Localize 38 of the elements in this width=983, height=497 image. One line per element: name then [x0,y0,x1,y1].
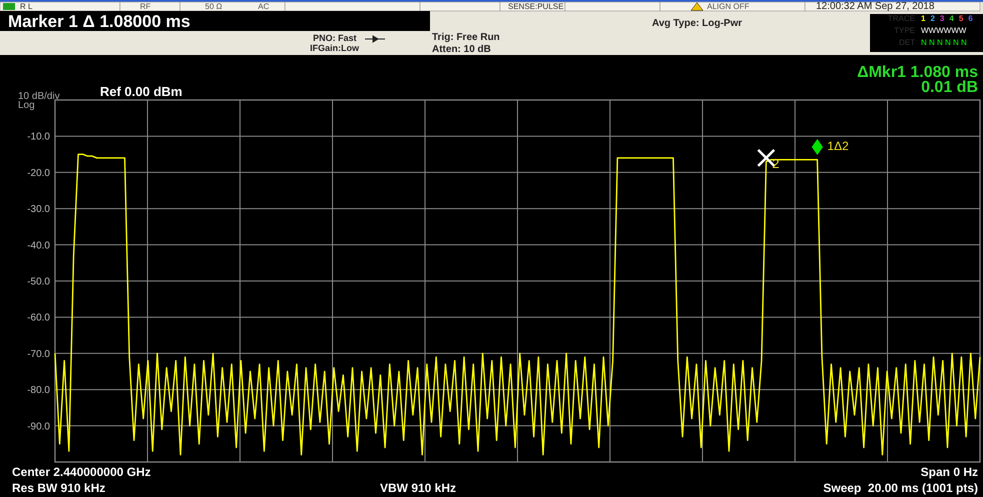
text: ALIGN OFF [707,2,750,11]
text: Avg Type: Log-Pwr [652,18,742,29]
text: PNO: Fast [313,33,357,43]
text: Ref 0.00 dBm [100,84,182,99]
text: Res BW 910 kHz [12,481,106,495]
text: RF [140,2,151,11]
series-label: 2 [772,156,780,171]
text: Log [18,100,35,111]
y-tick-label: -20.0 [27,168,50,179]
text: 1 2 3 4 5 6 [921,14,974,23]
text: Span 0 Hz [920,465,978,479]
text: Sweep 20.00 ms (1001 pts) [823,481,978,495]
text: 0.01 dB [921,79,978,96]
text: VBW 910 kHz [380,481,456,495]
text: Atten: 10 dB [432,44,491,55]
text: WWWWWW [921,26,967,35]
text: AC [258,2,270,11]
text: Trig: Free Run [432,32,500,43]
text: 50 Ω [205,2,222,11]
y-tick-label: -30.0 [27,204,50,216]
y-tick-label: -60.0 [27,312,50,324]
text: ΔMkr1 1.080 ms [857,64,978,81]
line-series [54,154,981,456]
y-tick-label: -70.0 [27,348,50,360]
y-tick-label: -50.0 [27,276,50,288]
series-label: 1Δ2 [827,139,849,154]
y-tick-label: -90.0 [27,421,50,432]
text: 12:00:32 AM Sep 27, 2018 [816,1,935,12]
text: R L [20,2,33,11]
y-tick-label: -80.0 [27,385,50,396]
y-tick-label: -10.0 [27,132,50,143]
text: Center 2.440000000 GHz [12,465,151,479]
text: IFGain:Low [310,43,360,53]
text: N N N N N N [921,38,967,47]
y-tick-label: -40.0 [27,240,50,252]
y-axis-title: 10 dB/div [18,91,60,102]
chart-title: Marker 1 Δ 1.08000 ms [8,12,190,31]
text: SENSE:PULSE [508,2,564,11]
